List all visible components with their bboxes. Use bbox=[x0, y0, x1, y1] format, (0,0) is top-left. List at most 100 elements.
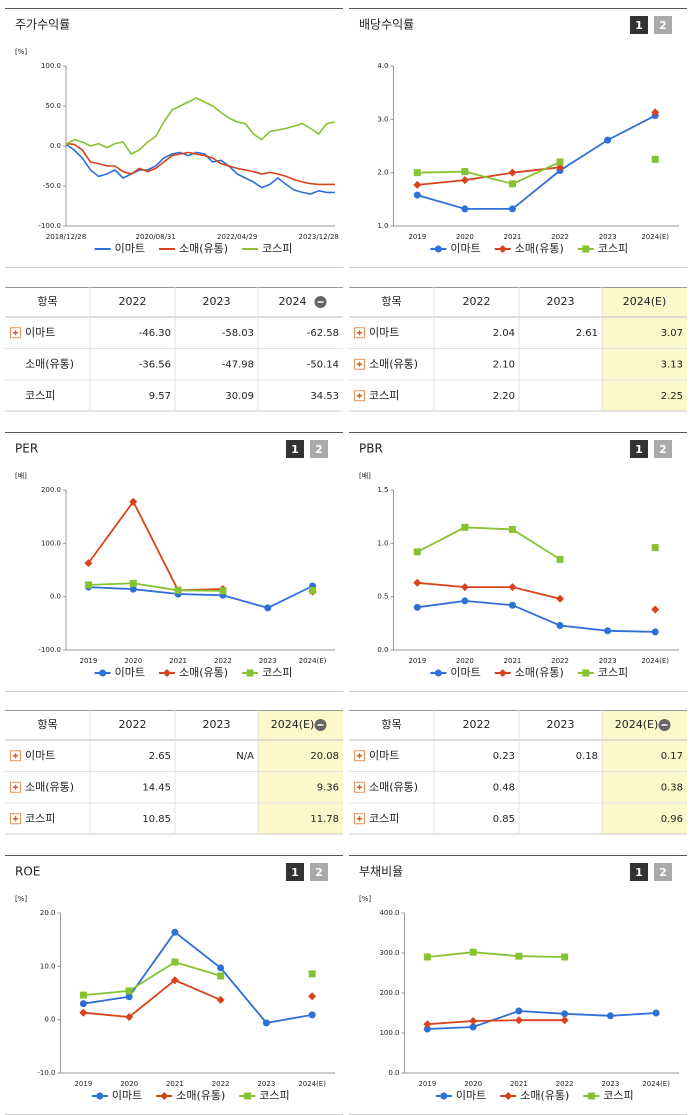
page-button[interactable] bbox=[654, 863, 672, 881]
column-header: 2023 bbox=[547, 718, 575, 731]
data-point bbox=[651, 544, 659, 552]
page-button[interactable] bbox=[630, 16, 648, 34]
data-point bbox=[508, 205, 516, 213]
page-button[interactable] bbox=[310, 440, 328, 458]
column-header: 2022 bbox=[119, 295, 147, 308]
data-point bbox=[423, 953, 431, 961]
series-line bbox=[417, 166, 561, 186]
series-line bbox=[427, 951, 565, 958]
column-header: 2023 bbox=[203, 295, 231, 308]
cell-value: -58.03 bbox=[222, 328, 254, 339]
row-label: 소매(유통) bbox=[25, 780, 74, 793]
legend-marker bbox=[99, 669, 107, 677]
x-tick-label: 2023 bbox=[259, 657, 277, 665]
page-button-label[interactable]: 1 bbox=[291, 866, 299, 879]
series-line bbox=[417, 161, 561, 185]
cell-value: 3.13 bbox=[661, 359, 683, 370]
data-point bbox=[423, 1020, 432, 1029]
data-point bbox=[413, 603, 421, 611]
page-button[interactable] bbox=[286, 440, 304, 458]
legend-label: 코스피 bbox=[603, 1089, 633, 1102]
data-point bbox=[413, 191, 421, 199]
page-button-label[interactable]: 2 bbox=[659, 866, 667, 879]
legend-label: 소매(유통) bbox=[176, 1089, 225, 1102]
x-tick-label: 2020 bbox=[124, 657, 142, 665]
page-button-label[interactable]: 2 bbox=[315, 443, 323, 456]
column-header: 항목 bbox=[381, 295, 401, 308]
cell-value: 2.65 bbox=[149, 751, 171, 762]
panel bbox=[5, 432, 343, 692]
cell-value: -46.30 bbox=[139, 328, 171, 339]
table bbox=[5, 287, 343, 412]
legend-marker bbox=[434, 669, 442, 677]
y-tick-label: 0.0 bbox=[50, 142, 61, 150]
data-point bbox=[461, 597, 469, 605]
series-line bbox=[427, 1010, 657, 1030]
page-button-label[interactable]: 2 bbox=[315, 866, 323, 879]
page-button[interactable] bbox=[630, 863, 648, 881]
column-header: 2024 bbox=[279, 295, 307, 308]
data-point bbox=[413, 548, 421, 556]
page-button-label[interactable]: 2 bbox=[659, 19, 667, 32]
legend-marker bbox=[587, 1092, 595, 1100]
legend-label: 이마트 bbox=[115, 666, 145, 679]
page-button-label[interactable]: 1 bbox=[635, 19, 643, 32]
data-point bbox=[413, 169, 421, 177]
legend-marker bbox=[498, 669, 507, 677]
page-button-label[interactable]: 2 bbox=[659, 443, 667, 456]
y-tick-label: 400.0 bbox=[379, 909, 399, 917]
cell-value: 0.96 bbox=[661, 814, 683, 825]
page-button-label[interactable]: 1 bbox=[635, 866, 643, 879]
data-point bbox=[508, 168, 517, 177]
data-point bbox=[84, 559, 93, 568]
y-tick-label: -100.0 bbox=[38, 222, 61, 230]
page-button-label[interactable]: 1 bbox=[291, 443, 299, 456]
data-point bbox=[413, 180, 422, 189]
data-point bbox=[308, 992, 317, 1001]
cell-value: 9.36 bbox=[317, 782, 339, 793]
page-button[interactable] bbox=[630, 440, 648, 458]
page-button[interactable] bbox=[310, 863, 328, 881]
data-point bbox=[460, 583, 469, 592]
y-tick-label: 1.0 bbox=[377, 222, 388, 230]
y-tick-label: 1.5 bbox=[377, 486, 388, 494]
cell-value: 2.61 bbox=[576, 328, 598, 339]
data-point bbox=[84, 581, 92, 589]
panel bbox=[5, 8, 343, 268]
expand-icon bbox=[357, 361, 362, 367]
data-point bbox=[461, 523, 469, 531]
column-header: 2024(E) bbox=[623, 295, 667, 308]
page-button[interactable] bbox=[286, 863, 304, 881]
data-point bbox=[79, 991, 87, 999]
legend-label: 이마트 bbox=[112, 1089, 142, 1102]
x-tick-label: 2020/08/31 bbox=[135, 233, 175, 241]
page-button-label[interactable]: 1 bbox=[635, 443, 643, 456]
data-point bbox=[515, 952, 523, 960]
legend-marker bbox=[96, 1092, 104, 1100]
legend-label: 코스피 bbox=[598, 242, 628, 255]
page-button[interactable] bbox=[654, 440, 672, 458]
page-button[interactable] bbox=[654, 16, 672, 34]
y-tick-label: 3.0 bbox=[377, 115, 388, 123]
data-point bbox=[125, 987, 133, 995]
y-tick-label: -10.0 bbox=[37, 1069, 55, 1077]
data-point bbox=[651, 605, 660, 614]
expand-icon bbox=[357, 816, 362, 822]
cell-value: -62.58 bbox=[307, 328, 339, 339]
data-point bbox=[651, 108, 660, 117]
legend-marker bbox=[582, 245, 590, 253]
data-point bbox=[651, 155, 659, 163]
column-header: 2022 bbox=[119, 718, 147, 731]
y-tick-label: 0.0 bbox=[44, 1016, 55, 1024]
cell-value: 2.04 bbox=[493, 328, 515, 339]
y-tick-label: 20.0 bbox=[40, 909, 56, 917]
legend-label: 이마트 bbox=[456, 1089, 486, 1102]
series-line bbox=[83, 961, 221, 996]
row-label: 이마트 bbox=[369, 326, 399, 339]
chart-title: PBR bbox=[359, 442, 383, 456]
cell-value: 0.18 bbox=[576, 751, 598, 762]
data-point bbox=[461, 205, 469, 213]
cell-value: 2.10 bbox=[493, 359, 515, 370]
x-tick-label: 2019 bbox=[80, 657, 98, 665]
data-point bbox=[129, 579, 137, 587]
